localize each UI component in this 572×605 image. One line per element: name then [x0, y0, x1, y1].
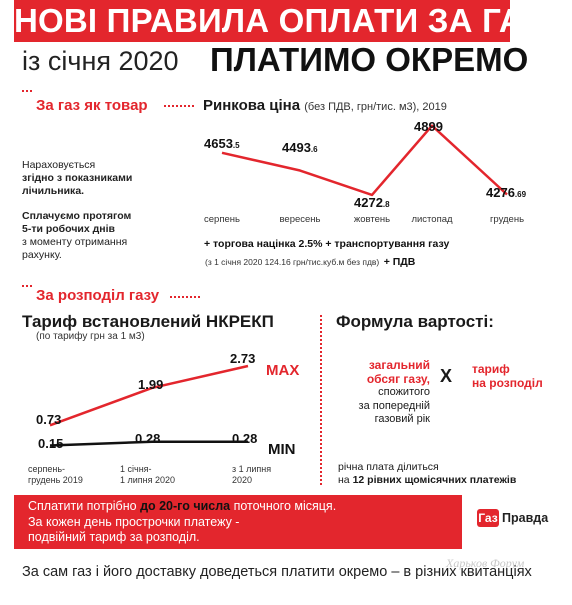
tariff-min-value: 0.15 — [38, 436, 63, 451]
tariff-min-legend: MIN — [268, 441, 296, 458]
tariff-max-legend: MAX — [266, 362, 299, 379]
warning-line2: За кожен день прострочки платежу - — [28, 514, 240, 529]
annual-note-bold: 12 рівних щомісячних платежів — [352, 474, 517, 486]
payment-note-line: з моменту отримання — [22, 236, 128, 248]
market-month-label: жовтень — [354, 214, 390, 225]
formula-volume-line: за попередній — [358, 399, 430, 412]
tariff-period-label: 2020 — [232, 475, 252, 485]
formula-volume: загальний обсяг газу, спожитого за попер… — [330, 358, 430, 427]
tariff-max-value: 1.99 — [138, 377, 163, 392]
tariff-period-label: серпень- — [28, 464, 65, 474]
logo-name: Правда — [502, 511, 549, 525]
tariff-min-value: 0.28 — [232, 431, 257, 446]
footer-text: За сам газ і його доставку доведеться пл… — [22, 564, 532, 580]
watermark: Харьков Форум — [446, 556, 525, 570]
warning-line3: подвійний тариф за розподіл. — [28, 530, 200, 544]
tariff-max-value: 2.73 — [230, 351, 255, 366]
warning-deadline: до 20-го числа — [140, 499, 231, 513]
surcharge-line: + торгова націнка 2.5% + транспортування… — [204, 238, 450, 250]
section-title-gas: За газ як товар — [36, 97, 148, 114]
annual-note-on: на — [338, 474, 350, 486]
tariff-min-value: 0.28 — [135, 431, 160, 446]
market-month-label: грудень — [490, 214, 524, 225]
tariff-chart-title: Тариф встановлений НКРЕКП — [22, 312, 274, 331]
market-chart-title-note: (без ПДВ, грн/тис. м3), 2019 — [304, 101, 447, 113]
market-chart-title: Ринкова ціна (без ПДВ, грн/тис. м3), 201… — [203, 97, 447, 114]
section-title-distribution: За розподіл газу — [36, 287, 160, 304]
surcharge-detail-note: (з 1 січня 2020 124.16 грн/тис.куб.м без… — [205, 257, 380, 267]
tariff-period-label: з 1 липня — [232, 464, 271, 474]
payment-note-line: Сплачуємо протягом — [22, 210, 132, 222]
formula-multiply-sign: X — [440, 366, 453, 386]
formula-volume-line: спожитого — [378, 386, 430, 398]
tariff-period-label: 1 липня 2020 — [120, 475, 175, 485]
warning-line1: Сплатити потрібно до 20-го числа поточно… — [28, 499, 448, 515]
tariff-period-label: 1 січня- — [120, 464, 152, 474]
metering-note-line: згідно з показниками — [22, 172, 133, 184]
tariff-max-value: 0.73 — [36, 412, 61, 427]
tariff-period-label: грудень 2019 — [28, 475, 83, 485]
market-value-label: 4899 — [414, 119, 443, 134]
market-month-label: серпень — [204, 214, 240, 225]
market-month-label: вересень — [279, 214, 320, 225]
warning-part: поточного місяця. — [233, 499, 337, 513]
warning-part: Сплатити потрібно — [28, 499, 137, 513]
market-price-line — [221, 124, 508, 197]
logo-mark: Газ — [477, 509, 499, 527]
subtitle-pay-separately: ПЛАТИМО ОКРЕМО — [210, 41, 529, 78]
formula-volume-red: загальний — [368, 358, 430, 372]
payment-note-line: рахунку. — [22, 249, 62, 261]
deadline-warning: Сплатити потрібно до 20-го числа поточно… — [14, 495, 462, 549]
headline-banner: НОВІ ПРАВИЛА ОПЛАТИ ЗА ГАЗ — [14, 0, 544, 42]
gazpravda-logo: Газ Правда — [477, 509, 548, 527]
section-divider-top — [22, 90, 32, 92]
tariff-max-line — [49, 364, 249, 427]
section-divider-mid — [22, 285, 32, 287]
market-value-label: 4493.6 — [282, 140, 318, 155]
annual-note: річна плата ділиться на 12 рівних щоміся… — [338, 461, 516, 487]
formula-tariff: тариф на розподіл — [472, 362, 543, 390]
tariff-min-line — [49, 440, 248, 447]
metering-note: Нараховується згідно з показниками лічил… — [22, 159, 172, 198]
annual-note-line2: на 12 рівних щомісячних платежів — [338, 474, 516, 487]
surcharge-detail: (з 1 січня 2020 124.16 грн/тис.куб.м без… — [205, 252, 415, 270]
annual-note-line: річна плата ділиться — [338, 461, 439, 473]
formula-volume-line: газовий рік — [374, 413, 430, 425]
market-value-label: 4272.8 — [354, 195, 390, 210]
formula-tariff-red: тариф — [472, 362, 510, 376]
formula-tariff-red: на розподіл — [472, 376, 543, 390]
market-chart-title-main: Ринкова ціна — [203, 97, 301, 114]
metering-note-line: лічильника. — [22, 185, 85, 197]
payment-note: Сплачуємо протягом 5-ти робочих днів з м… — [22, 210, 172, 262]
market-value-label: 4276.69 — [486, 185, 527, 200]
section-divider-mid-right — [170, 296, 200, 298]
formula-volume-red: обсяг газу, — [366, 371, 430, 386]
tariff-chart-subtitle: (по тарифу грн за 1 м3) — [36, 331, 145, 342]
section-divider-top-right — [164, 105, 194, 107]
vertical-divider — [320, 315, 322, 485]
payment-note-line: 5-ти робочих днів — [22, 223, 116, 235]
market-month-label: листопад — [411, 214, 453, 225]
subtitle-since: із січня 2020 — [22, 46, 179, 76]
metering-note-line: Нараховується — [22, 159, 96, 171]
market-value-label: 4653.5 — [204, 136, 240, 151]
formula-title: Формула вартості: — [336, 312, 494, 331]
surcharge-vat: + ПДВ — [383, 256, 416, 268]
